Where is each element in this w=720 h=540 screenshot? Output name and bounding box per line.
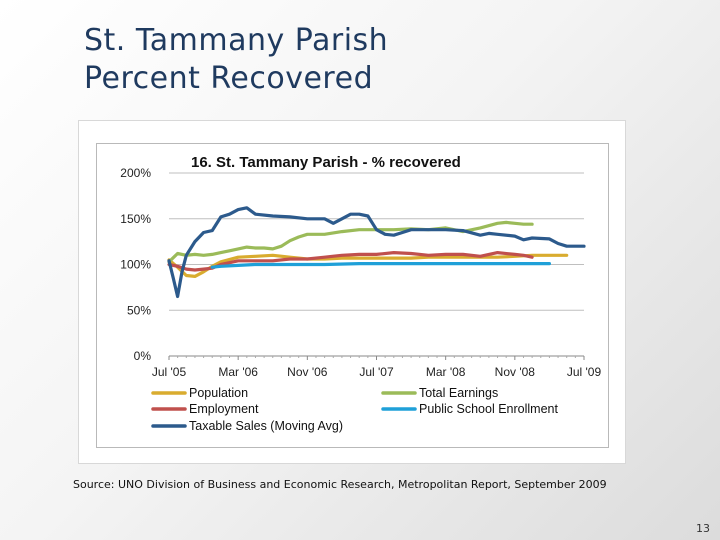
- legend-label: Employment: [189, 402, 259, 416]
- x-tick-label: Jul '09: [567, 365, 602, 379]
- y-tick-label: 150%: [120, 212, 151, 226]
- slide-title: St. Tammany Parish Percent Recovered: [84, 22, 644, 98]
- y-tick-label: 0%: [134, 349, 152, 363]
- series-line-4: [167, 206, 586, 299]
- chart-title: 16. St. Tammany Parish - % recovered: [191, 154, 461, 171]
- x-tick-label: Jul '05: [152, 365, 187, 379]
- x-tick-label: Nov '06: [287, 365, 328, 379]
- legend-label: Population: [189, 386, 248, 400]
- chart-plot-box: [96, 143, 609, 448]
- legend-label: Taxable Sales (Moving Avg): [189, 419, 343, 433]
- series-line-1: [167, 220, 534, 264]
- x-tick-label: Mar '06: [218, 365, 258, 379]
- slide-title-line-2: Percent Recovered: [84, 61, 374, 96]
- chart-frame: 16. St. Tammany Parish - % recovered 0% 50…: [78, 120, 626, 464]
- series-line-2: [167, 251, 534, 272]
- slide-title-line-1: St. Tammany Parish: [84, 23, 389, 58]
- legend-label: Public School Enrollment: [419, 402, 558, 416]
- legend-label: Total Earnings: [419, 386, 498, 400]
- x-tick-label: Mar '08: [426, 365, 466, 379]
- source-note: Source: UNO Division of Business and Eco…: [73, 478, 607, 491]
- line-chart: 16. St. Tammany Parish - % recovered 0% 50…: [120, 154, 602, 433]
- page-number: 13: [696, 522, 710, 535]
- x-tick-label: Jul '07: [359, 365, 394, 379]
- series-line-3: [210, 262, 551, 269]
- y-tick-label: 50%: [127, 303, 151, 317]
- y-tick-label: 100%: [120, 258, 151, 272]
- x-tick-label: Nov '08: [495, 365, 536, 379]
- y-tick-label: 200%: [120, 166, 151, 180]
